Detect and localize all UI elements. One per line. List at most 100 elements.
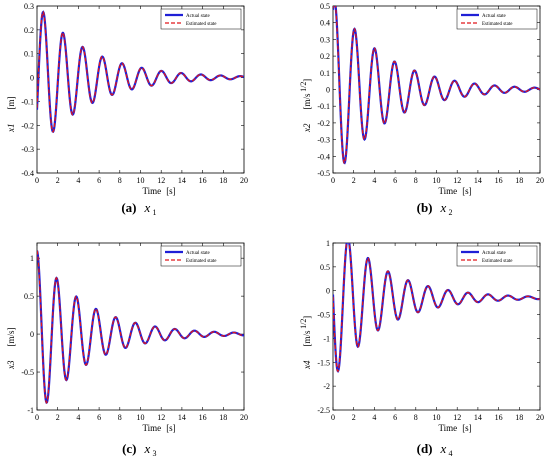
x-tick-label: 16 (199, 176, 207, 185)
x-tick-label: 6 (393, 176, 397, 185)
x-tick-label: 6 (393, 413, 397, 422)
y-axis-unit: [m/s (302, 330, 312, 346)
caption-var: x (440, 441, 447, 456)
y-tick-label: -1 (27, 406, 34, 415)
y-tick-label: 0 (30, 330, 34, 339)
x-tick-label: 14 (178, 413, 186, 422)
x-tick-label: 2 (352, 176, 356, 185)
y-tick-label: 0.3 (320, 35, 330, 44)
y-tick-label: 1 (326, 239, 330, 248)
legend-label-actual: Actual state (186, 251, 211, 256)
legend-label-estimated: Estimated state (482, 259, 513, 264)
y-tick-label: -0.2 (317, 119, 330, 128)
x-tick-label: 4 (76, 176, 80, 185)
y-tick-label: -0.2 (21, 121, 34, 130)
x-tick-label: 18 (219, 413, 227, 422)
legend: Actual state Estimated state (160, 8, 242, 30)
y-tick-label: 0 (30, 74, 34, 83)
x-tick-label: 12 (157, 176, 165, 185)
caption-var: x (440, 200, 447, 215)
x-tick-label: 20 (240, 413, 248, 422)
y-axis-label: x4 [m/s1/2] (299, 316, 312, 370)
chart-3: 0 2 4 6 8 10 12 14 16 18 20 -1 -0.5 0 0.5 1 Time [s] x3 [m/… (6, 242, 248, 458)
x-tick-label: 4 (76, 413, 80, 422)
x-tick-label: 16 (199, 413, 207, 422)
x-tick-label: 8 (414, 413, 418, 422)
y-tick-label: -0.1 (21, 97, 34, 106)
x-tick-label: 2 (352, 413, 356, 422)
x-axis-unit: [s] (166, 186, 176, 196)
x-tick-label: 12 (157, 413, 165, 422)
y-axis-unit-close: ] (302, 79, 312, 82)
legend-label-actual: Actual state (482, 251, 507, 256)
subfigure-caption: (d) x 4 (417, 441, 453, 458)
x-tick-label: 2 (56, 413, 60, 422)
y-axis-var: x4 (302, 360, 312, 370)
x-tick-label: 20 (240, 176, 248, 185)
caption-letter: (b) (417, 200, 433, 215)
y-tick-label: 0.5 (24, 292, 34, 301)
legend: Actual state Estimated state (456, 8, 538, 30)
subfigure-caption: (a) x 1 (121, 200, 156, 217)
y-axis-unit-sup: 1/2 (299, 82, 308, 92)
series-estimated-state (37, 11, 244, 133)
y-tick-label: 0.5 (320, 263, 330, 272)
y-tick-label: 0.2 (320, 52, 330, 61)
x-axis-unit: [s] (166, 423, 176, 433)
x-tick-label: 16 (495, 176, 503, 185)
x-tick-label: 0 (35, 413, 39, 422)
series-estimated-state (37, 250, 244, 404)
y-tick-label: -0.5 (317, 169, 330, 178)
x-tick-label: 20 (536, 176, 544, 185)
x-axis-unit: [s] (462, 423, 472, 433)
series-estimated-state (333, 243, 540, 373)
y-tick-label: -0.5 (317, 311, 330, 320)
caption-sub: 4 (449, 449, 453, 458)
y-tick-label: -2 (323, 382, 330, 391)
x-tick-label: 10 (433, 413, 441, 422)
y-axis-label: x2 [m/s1/2] (299, 79, 312, 133)
y-axis-var: x2 (302, 123, 312, 133)
x-tick-label: 14 (474, 413, 482, 422)
subfigure-caption: (c) x 3 (122, 441, 156, 458)
y-tick-label: 0 (326, 287, 330, 296)
y-axis-unit: [m/s (302, 93, 312, 109)
x-tick-label: 8 (118, 176, 122, 185)
y-tick-label: 0.5 (320, 2, 330, 11)
y-tick-label: 0.3 (24, 2, 34, 11)
y-axis-unit-close: ] (302, 316, 312, 319)
series-estimated-state (333, 6, 540, 164)
y-axis-label: x1 [m] (6, 97, 16, 134)
y-tick-label: -0.4 (317, 152, 330, 161)
x-tick-label: 8 (118, 413, 122, 422)
y-axis-unit-sup: 1/2 (299, 319, 308, 329)
x-tick-label: 18 (515, 413, 523, 422)
x-tick-label: 4 (372, 176, 376, 185)
subfigure-caption: (b) x 2 (417, 200, 453, 217)
y-tick-label: -0.4 (21, 169, 34, 178)
y-tick-label: -0.3 (317, 136, 330, 145)
series-actual-state (37, 250, 244, 405)
x-axis-label: Time (143, 423, 162, 433)
plot-frame (332, 242, 541, 411)
x-tick-label: 18 (515, 176, 523, 185)
y-axis-unit: [m/s] (6, 327, 16, 346)
caption-sub: 2 (449, 208, 453, 217)
y-tick-label: -1.5 (317, 358, 330, 367)
caption-var: x (144, 441, 151, 456)
y-tick-label: -2.5 (317, 406, 330, 415)
y-tick-label: -1 (323, 334, 330, 343)
x-tick-label: 0 (331, 176, 335, 185)
caption-letter: (d) (417, 441, 433, 456)
y-axis-var: x3 (6, 360, 16, 370)
x-tick-label: 4 (372, 413, 376, 422)
x-tick-label: 10 (137, 413, 145, 422)
chart-4: 0 2 4 6 8 10 12 14 16 18 20 -2.5 -2 -1.5 -1 -0.5 0 0.5 1 Ti… (299, 239, 544, 458)
x-tick-label: 0 (331, 413, 335, 422)
x-tick-label: 6 (97, 413, 101, 422)
x-tick-label: 12 (453, 413, 461, 422)
x-axis-label: Time (439, 423, 458, 433)
x-tick-label: 20 (536, 413, 544, 422)
y-tick-label: 1 (30, 254, 34, 263)
